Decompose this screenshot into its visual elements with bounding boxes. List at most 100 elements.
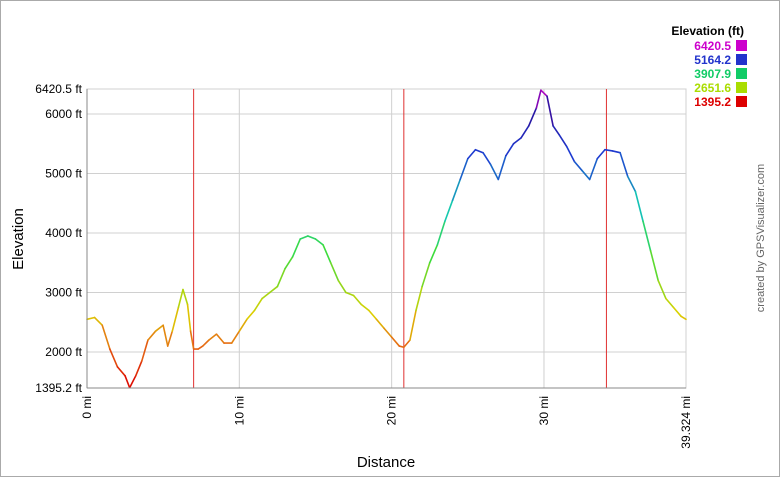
- legend-swatch: [736, 82, 747, 93]
- profile-segment: [345, 291, 355, 297]
- legend-title: Elevation (ft): [671, 24, 744, 38]
- profile-segment: [147, 330, 157, 341]
- profile-segment: [611, 150, 621, 154]
- profile-segment: [383, 327, 393, 338]
- legend-entry-label: 2651.6: [694, 81, 731, 95]
- grid-lines: [86, 88, 687, 389]
- profile-segment: [93, 316, 104, 327]
- profile-segment: [482, 151, 492, 166]
- profile-segment: [604, 148, 614, 152]
- legend: Elevation (ft) 6420.55164.23907.92651.61…: [671, 24, 747, 109]
- profile-segment: [329, 261, 340, 282]
- profile-segment: [177, 288, 184, 309]
- profile-segment: [238, 318, 248, 332]
- legend-swatch: [736, 96, 747, 107]
- profile-segment: [124, 375, 131, 389]
- profile-segment: [680, 315, 687, 321]
- profile-segment: [109, 348, 119, 368]
- profile-segment: [268, 285, 279, 294]
- profile-segment: [428, 244, 439, 264]
- y-tick-label: 2000 ft: [45, 345, 82, 359]
- y-axis-label: Elevation: [10, 208, 27, 270]
- legend-entry-label: 3907.9: [694, 67, 731, 81]
- profile-segment: [626, 175, 637, 193]
- profile-segment: [642, 220, 652, 252]
- profile-segment: [246, 309, 256, 321]
- x-tick-label: 20 mi: [385, 396, 399, 425]
- profile-segment: [367, 309, 378, 321]
- profile-segment: [171, 306, 180, 332]
- profile-segment: [128, 375, 137, 389]
- y-tick-labels: 1395.2 ft 2000 ft 3000 ft 4000 ft 5000 ft 600…: [35, 82, 82, 395]
- profile-segment: [360, 303, 370, 312]
- profile-segment: [436, 220, 446, 246]
- profile-segment: [253, 297, 263, 312]
- profile-segment: [284, 256, 294, 270]
- plot-area: [86, 88, 687, 389]
- profile-segment: [520, 125, 530, 139]
- x-tick-label: 30 mi: [537, 396, 551, 425]
- y-tick-label: 5000 ft: [45, 167, 82, 181]
- profile-segment: [459, 157, 469, 181]
- profile-segment: [566, 145, 576, 163]
- x-tick-label: 0 mi: [80, 396, 94, 419]
- x-tick-label: 10 mi: [232, 396, 246, 425]
- profile-segment: [403, 339, 411, 349]
- credit-text: created by GPSVisualizer.com: [755, 164, 767, 312]
- profile-segment: [299, 235, 309, 240]
- segment-markers: [193, 89, 607, 388]
- profile-segment: [634, 190, 644, 222]
- profile-segment: [619, 151, 629, 178]
- profile-segment: [86, 316, 96, 321]
- profile-segment: [215, 333, 225, 344]
- profile-segment: [649, 250, 660, 282]
- profile-segment: [421, 261, 431, 288]
- legend-entry-label: 5164.2: [694, 53, 731, 67]
- profile-segment: [276, 267, 286, 288]
- profile-segment: [261, 291, 271, 300]
- legend-swatch: [736, 40, 747, 51]
- profile-segment: [390, 336, 401, 347]
- profile-segment: [116, 366, 126, 377]
- profile-segment: [672, 306, 682, 318]
- profile-segment: [134, 360, 143, 377]
- x-axis-label: Distance: [357, 454, 415, 471]
- profile-segment: [375, 318, 385, 330]
- profile-segment: [141, 339, 149, 362]
- profile-segment: [451, 178, 461, 202]
- profile-segment: [546, 95, 554, 127]
- profile-segment: [291, 238, 302, 258]
- legend-swatch: [736, 68, 747, 79]
- profile-segment: [596, 148, 606, 160]
- legend-entry-label: 1395.2: [694, 95, 731, 109]
- legend-entry-label: 6420.5: [694, 39, 731, 53]
- profile-segment: [409, 309, 417, 341]
- legend-swatch: [736, 54, 747, 65]
- profile-segment: [182, 288, 189, 306]
- profile-segment: [166, 330, 174, 347]
- profile-segment: [665, 297, 675, 309]
- profile-segment: [552, 125, 561, 136]
- profile-segment: [444, 199, 454, 222]
- profile-segment: [512, 137, 522, 145]
- profile-segment: [162, 324, 169, 347]
- profile-segment: [101, 324, 111, 350]
- y-tick-label: 1395.2 ft: [35, 381, 82, 395]
- profile-segment: [322, 244, 332, 264]
- profile-segment: [505, 142, 515, 157]
- y-tick-label: 4000 ft: [45, 226, 82, 240]
- profile-segment: [657, 279, 667, 300]
- profile-segment: [352, 294, 362, 306]
- profile-segment: [337, 279, 347, 294]
- profile-segment: [489, 163, 500, 181]
- profile-segment: [307, 235, 317, 240]
- profile-segment: [197, 345, 204, 350]
- profile-segment: [474, 148, 484, 154]
- profile-segment: [527, 107, 538, 127]
- profile-segment: [573, 160, 583, 172]
- profile-segment: [189, 330, 195, 350]
- x-tick-label: 39.324 mi: [679, 396, 693, 449]
